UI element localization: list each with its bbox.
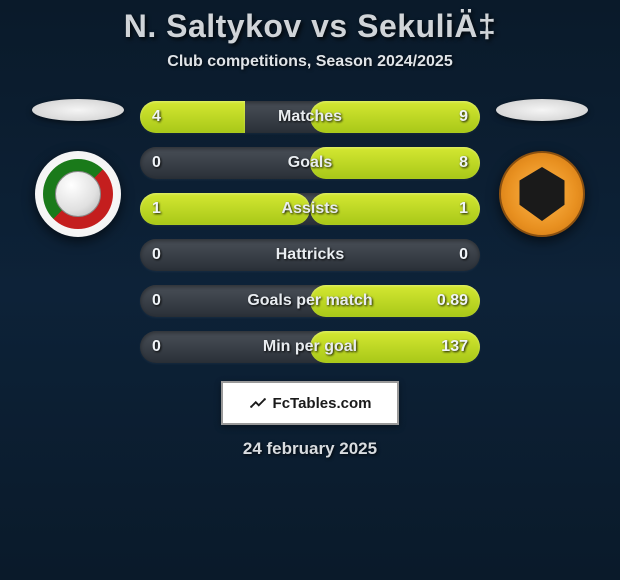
shield-icon: [517, 167, 567, 221]
stat-bar: 0 Goals per match 0.89: [140, 285, 480, 317]
stat-value-right: 137: [441, 338, 468, 356]
left-player-col: [28, 99, 128, 237]
stat-bar: 0 Goals 8: [140, 147, 480, 179]
right-player-col: [492, 99, 592, 237]
stat-fill-right: [310, 147, 480, 179]
left-club-badge: [35, 151, 121, 237]
stat-label: Hattricks: [276, 246, 344, 264]
stat-label: Assists: [282, 200, 339, 218]
stat-value-right: 0: [459, 246, 468, 264]
right-player-ellipse: [496, 99, 588, 121]
stat-value-left: 4: [152, 108, 161, 126]
stat-value-right: 0.89: [437, 292, 468, 310]
brand-text: FcTables.com: [273, 395, 372, 412]
stat-bar: 1 Assists 1: [140, 193, 480, 225]
stat-bar: 0 Min per goal 137: [140, 331, 480, 363]
stat-value-right: 8: [459, 154, 468, 172]
stat-label: Min per goal: [263, 338, 357, 356]
page-subtitle: Club competitions, Season 2024/2025: [0, 53, 620, 71]
stats-column: 4 Matches 9 0 Goals 8 1 Assists 1 0 Hattricks 0 0 Goa…: [140, 99, 480, 363]
stat-bar: 0 Hattricks 0: [140, 239, 480, 271]
stat-value-left: 0: [152, 338, 161, 356]
stat-value-left: 0: [152, 292, 161, 310]
stat-label: Goals: [288, 154, 332, 172]
stat-value-right: 1: [459, 200, 468, 218]
stat-value-left: 1: [152, 200, 161, 218]
chart-icon: [249, 394, 267, 412]
date-text: 24 february 2025: [0, 439, 620, 459]
right-club-badge: [499, 151, 585, 237]
stat-value-right: 9: [459, 108, 468, 126]
main-row: 4 Matches 9 0 Goals 8 1 Assists 1 0 Hattricks 0 0 Goa…: [0, 99, 620, 363]
stat-label: Goals per match: [247, 292, 372, 310]
stat-value-left: 0: [152, 154, 161, 172]
comparison-card: N. Saltykov vs SekuliÄ‡ Club competition…: [0, 0, 620, 459]
brand-badge: FcTables.com: [221, 381, 399, 425]
stat-label: Matches: [278, 108, 342, 126]
stat-bar: 4 Matches 9: [140, 101, 480, 133]
stat-value-left: 0: [152, 246, 161, 264]
page-title: N. Saltykov vs SekuliÄ‡: [0, 8, 620, 45]
left-player-ellipse: [32, 99, 124, 121]
